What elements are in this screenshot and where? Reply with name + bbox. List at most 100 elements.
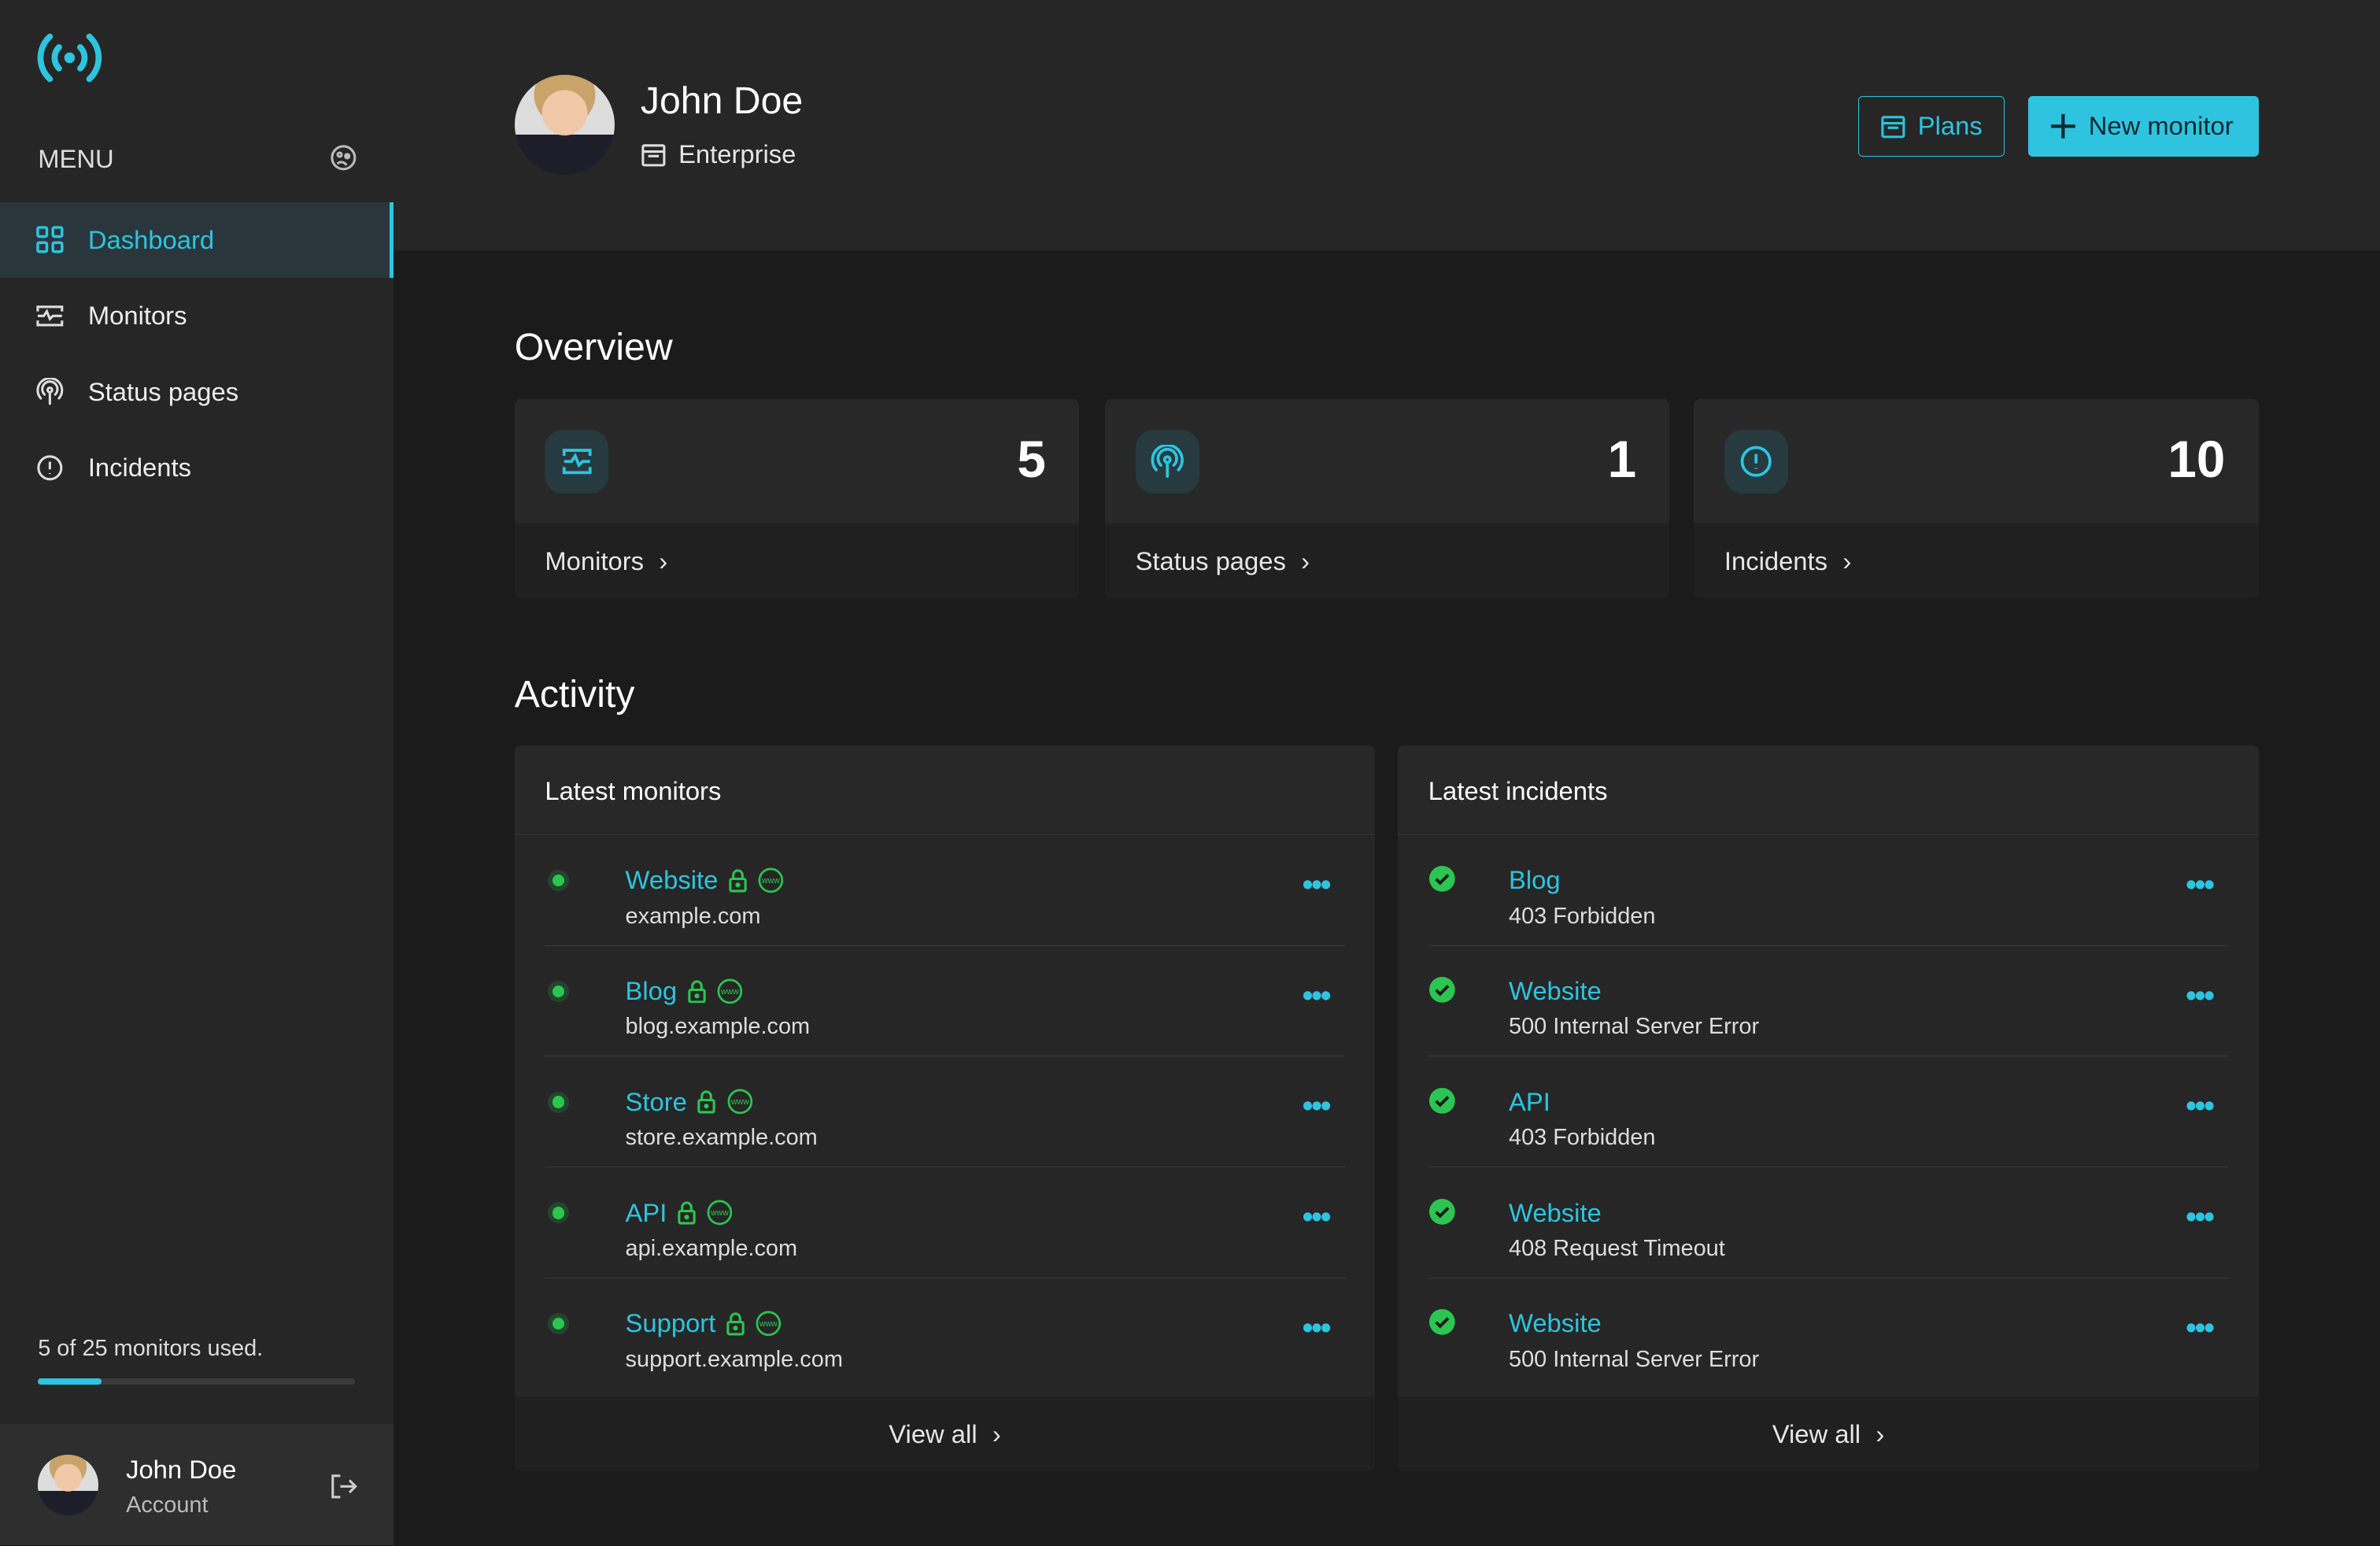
incident-link[interactable]: Blog	[1509, 865, 1561, 895]
globe-www-icon: www	[758, 867, 784, 893]
status-up-indicator	[548, 1313, 570, 1335]
monitor-row: API www api.example.com •••	[545, 1167, 1345, 1278]
monitor-name: API	[625, 1197, 667, 1227]
sidebar-item-incidents[interactable]: Incidents	[0, 430, 394, 505]
status-up-indicator	[548, 870, 570, 892]
alert-circle-icon	[37, 454, 63, 480]
globe-www-icon: www	[708, 1200, 733, 1226]
monitor-link[interactable]: API www	[626, 1198, 734, 1228]
profile-avatar	[514, 74, 615, 175]
chevron-right-icon: ›	[1876, 1418, 1885, 1448]
view-all-label: View all	[1772, 1418, 1861, 1448]
incident-row: Blog 403 Forbidden •••	[1428, 835, 2229, 946]
stat-label: Monitors	[545, 546, 644, 575]
incident-link[interactable]: API	[1509, 1087, 1550, 1117]
monitor-url: support.example.com	[625, 1346, 843, 1372]
plan-name: Enterprise	[678, 139, 796, 169]
theme-toggle-icon[interactable]	[330, 144, 357, 172]
monitor-row: Store www store.example.com •••	[545, 1056, 1345, 1168]
incident-name: API	[1509, 1086, 1550, 1116]
incident-status: 403 Forbidden	[1509, 1125, 1656, 1151]
more-options-icon[interactable]: •••	[2186, 978, 2215, 1013]
logo-broadcast-icon[interactable]	[36, 24, 103, 91]
incident-row: Website 500 Internal Server Error •••	[1428, 1278, 2228, 1389]
check-circle-icon	[1428, 1309, 1455, 1336]
more-options-icon[interactable]: •••	[1302, 1311, 1332, 1345]
grid-icon	[36, 226, 64, 253]
more-options-icon[interactable]: •••	[2186, 1200, 2215, 1235]
monitor-url: example.com	[625, 903, 761, 929]
incident-link[interactable]: Website	[1509, 1308, 1602, 1338]
sidebar-item-label: Dashboard	[87, 224, 215, 254]
alert-circle-icon	[1740, 446, 1772, 477]
sidebar-item-dashboard[interactable]: Dashboard	[0, 202, 394, 278]
stat-value: 1	[1607, 430, 1637, 488]
more-options-icon[interactable]: •••	[1302, 1200, 1332, 1235]
monitor-pulse-icon	[36, 305, 64, 327]
account-section[interactable]: John Doe Account	[0, 1424, 394, 1546]
logout-icon[interactable]	[328, 1471, 359, 1502]
globe-www-icon: www	[727, 1089, 753, 1115]
sidebar-item-label: Monitors	[87, 301, 187, 331]
monitor-row: Support www support.example.com •••	[545, 1278, 1344, 1389]
chevron-right-icon: ›	[659, 546, 668, 575]
plus-icon	[2050, 113, 2075, 139]
more-options-icon[interactable]: •••	[1302, 978, 1332, 1013]
stat-card-monitors: 5 Monitors ›	[514, 399, 1080, 598]
monitor-row: Blog www blog.example.com •••	[545, 946, 1345, 1057]
check-circle-icon	[1428, 977, 1455, 1003]
check-circle-icon	[1428, 866, 1455, 893]
incident-status: 408 Request Timeout	[1509, 1235, 1725, 1261]
lock-icon	[688, 980, 706, 1004]
more-options-icon[interactable]: •••	[2186, 867, 2215, 902]
monitor-link[interactable]: Website www	[626, 865, 785, 895]
incident-row: Website 408 Request Timeout •••	[1428, 1167, 2229, 1278]
sidebar-item-status-pages[interactable]: Status pages	[0, 353, 394, 429]
view-all-monitors-button[interactable]: View all ›	[514, 1396, 1376, 1471]
incident-status: 500 Internal Server Error	[1509, 1014, 1760, 1040]
sidebar-item-monitors[interactable]: Monitors	[0, 278, 394, 353]
lock-icon	[697, 1090, 716, 1114]
view-all-incidents-button[interactable]: View all ›	[1398, 1396, 2259, 1471]
monitor-url: blog.example.com	[625, 1014, 811, 1040]
activity-title: Activity	[514, 673, 635, 716]
new-monitor-button[interactable]: New monitor	[2027, 95, 2259, 157]
more-options-icon[interactable]: •••	[2186, 1089, 2215, 1124]
monitor-link[interactable]: Blog www	[626, 976, 744, 1006]
svg-text:www: www	[730, 1098, 749, 1108]
page-header: John Doe Enterprise Plans New monitor	[393, 0, 2380, 251]
incident-link[interactable]: Website	[1509, 1198, 1602, 1228]
more-options-icon[interactable]: •••	[1302, 867, 1332, 902]
status-up-indicator	[548, 1202, 570, 1224]
sidebar-item-label: Incidents	[87, 452, 191, 482]
account-link[interactable]: Account	[126, 1492, 209, 1518]
monitor-link[interactable]: Support www	[626, 1308, 783, 1338]
incident-link[interactable]: Website	[1509, 976, 1602, 1006]
stat-link-status-pages[interactable]: Status pages ›	[1105, 523, 1670, 598]
globe-www-icon: www	[717, 978, 743, 1004]
monitor-link[interactable]: Store www	[626, 1087, 754, 1117]
monitor-name: Blog	[625, 976, 678, 1006]
monitor-name: Store	[625, 1086, 687, 1116]
stat-link-incidents[interactable]: Incidents ›	[1694, 523, 2259, 598]
sidebar: MENU Dashboard Monitors Status pages Inc…	[0, 0, 394, 1546]
more-options-icon[interactable]: •••	[1302, 1089, 1332, 1124]
latest-incidents-panel: Latest incidents Blog 403 Forbidden ••• Web…	[1398, 745, 2259, 1471]
panel-title: Latest monitors	[514, 745, 1376, 835]
stat-link-monitors[interactable]: Monitors ›	[514, 523, 1080, 598]
panel-title: Latest incidents	[1398, 745, 2259, 835]
more-options-icon[interactable]: •••	[2186, 1311, 2215, 1345]
stat-label: Incidents	[1724, 546, 1828, 575]
menu-label: MENU	[38, 144, 114, 174]
sidebar-nav: Dashboard Monitors Status pages Incident…	[0, 202, 394, 506]
broadcast-icon	[1151, 445, 1184, 479]
view-all-label: View all	[889, 1418, 978, 1448]
lock-icon	[729, 869, 747, 893]
plans-button-label: Plans	[1917, 111, 1983, 141]
incident-status: 403 Forbidden	[1509, 903, 1656, 929]
svg-text:www: www	[720, 987, 739, 997]
incident-name: Website	[1509, 1308, 1602, 1338]
globe-www-icon: www	[756, 1311, 782, 1337]
plans-button[interactable]: Plans	[1857, 95, 2005, 157]
check-circle-icon	[1428, 1198, 1455, 1225]
